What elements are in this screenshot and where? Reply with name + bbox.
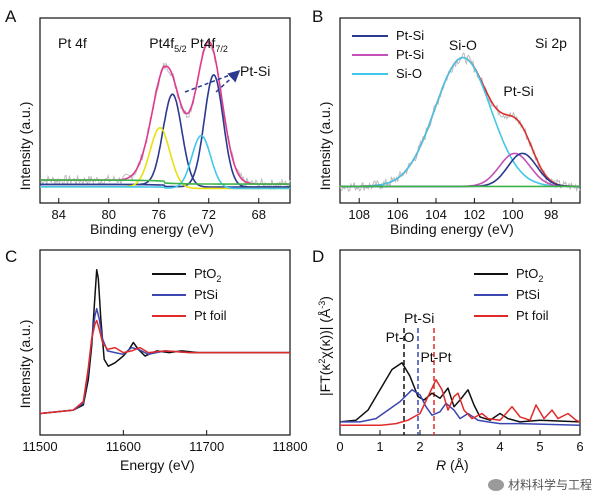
wechat-icon bbox=[487, 478, 504, 491]
panel-d-xtick-label: 3 bbox=[456, 439, 463, 454]
watermark-text: 材料科学与工程 bbox=[507, 478, 592, 492]
panel-c-ylabel: Intensity (a.u.) bbox=[17, 320, 33, 409]
panel-a-series-comp-7-2 bbox=[40, 134, 290, 190]
panel-d-xtick-label: 0 bbox=[336, 439, 343, 454]
panel-c-xtick-label: 11600 bbox=[106, 439, 141, 454]
panel-a-peak-label: Pt4f5/2 bbox=[149, 35, 186, 54]
panel-b-legend-label: Pt-Si bbox=[396, 28, 424, 43]
panel-b-title: Si 2p bbox=[535, 35, 567, 51]
panel-b-xtick-label: 102 bbox=[464, 207, 486, 222]
panel-a-arrow-2 bbox=[184, 71, 239, 93]
panel-a-series-pt-si-5-2 bbox=[40, 93, 290, 188]
panel-c-legend-label: PtO2 bbox=[194, 266, 221, 284]
panel-c-series-ptsi bbox=[39, 307, 290, 415]
panel-d-legend-label: PtSi bbox=[516, 287, 540, 302]
panel-c-series-pto2 bbox=[39, 269, 290, 415]
panel-b-series-pt-si-1- bbox=[340, 152, 580, 188]
panel-b-peak-label: Si-O bbox=[449, 37, 477, 53]
panel-a-arrow-1 bbox=[215, 69, 241, 93]
panel-d-peak-label: Pt-Pt bbox=[420, 349, 451, 365]
panel-d-xlabel-unit: (Å) bbox=[450, 457, 469, 473]
panel-d-xtick-label: 2 bbox=[416, 439, 423, 454]
panel-d-xtick-label: 1 bbox=[376, 439, 383, 454]
panel-c-legend-label: PtSi bbox=[194, 287, 218, 302]
panel-a-letter: A bbox=[5, 7, 17, 26]
panel-b-ylabel: Intensity (a.u.) bbox=[317, 102, 333, 191]
panel-d-series-ptsi bbox=[340, 389, 581, 427]
panel-d-series-pt-foil bbox=[340, 378, 581, 427]
panel-a-annotation: Pt-Si bbox=[240, 63, 270, 79]
panel-a-title: Pt 4f bbox=[58, 35, 87, 51]
panel-b-xlabel: Binding energy (eV) bbox=[390, 221, 514, 237]
panel-a-xtick-label: 68 bbox=[252, 207, 266, 222]
panel-d-letter: D bbox=[312, 247, 324, 266]
panel-a-peak-label: Pt4f7/2 bbox=[191, 35, 228, 54]
panel-c-xtick-label: 11800 bbox=[272, 439, 307, 454]
panel-c-xtick-label: 11500 bbox=[22, 439, 57, 454]
panel-a-xtick-label: 76 bbox=[152, 207, 166, 222]
panel-a-xlabel: Binding energy (eV) bbox=[90, 221, 214, 237]
panel-b-letter: B bbox=[312, 7, 323, 26]
panel-c-series-pt-foil bbox=[39, 319, 290, 415]
panel-b-xtick-label: 100 bbox=[502, 207, 524, 222]
panel-d-ylabel: |FT(κ2χ(κ))| (Å-3) bbox=[317, 296, 333, 396]
panel-d-xtick-label: 6 bbox=[576, 439, 583, 454]
panel-a-frame bbox=[39, 17, 291, 204]
panel-a-ylabel: Intensity (a.u.) bbox=[17, 102, 33, 191]
panel-d-xlabel: R bbox=[436, 457, 446, 473]
panel-b-xtick-label: 106 bbox=[387, 207, 409, 222]
panel-c-chart: C Energy (eV) Intensity (a.u.) 11500 1160… bbox=[5, 247, 308, 473]
panel-b-peak-label: Pt-Si bbox=[503, 83, 533, 99]
panel-c-letter: C bbox=[5, 247, 17, 266]
panel-b-xtick-label: 98 bbox=[544, 207, 558, 222]
panel-c-xtick-label: 11700 bbox=[189, 439, 224, 454]
panel-a-chart: A Pt 4f Binding energy (eV) Intensity (a… bbox=[5, 7, 291, 237]
panel-a-xtick-label: 80 bbox=[102, 207, 116, 222]
panel-b-xtick-label: 104 bbox=[425, 207, 447, 222]
panel-d-peak-label: Pt-O bbox=[386, 329, 415, 345]
panel-d-series-pto2 bbox=[339, 362, 581, 423]
panel-a-series-raw bbox=[39, 37, 291, 191]
panel-d-legend-label: Pt foil bbox=[516, 308, 549, 323]
panel-d-legend-label: PtO2 bbox=[516, 266, 543, 284]
panel-c-xlabel: Energy (eV) bbox=[120, 457, 195, 473]
panel-b-series-envelope bbox=[340, 56, 580, 188]
panel-a-series-pt-si-7-2 bbox=[40, 73, 290, 188]
panel-d-frame bbox=[339, 249, 581, 436]
panel-c-legend-label: Pt foil bbox=[194, 308, 227, 323]
panel-a-xtick-label: 84 bbox=[52, 207, 66, 222]
panel-a-series-background bbox=[40, 179, 290, 185]
panel-d-chart: D R (Å) |FT(κ2χ(κ))| (Å-3) 0 1 2 3 4 5 6 Pt-O P… bbox=[312, 247, 584, 473]
panel-b-frame bbox=[339, 17, 581, 204]
watermark: 材料科学与工程 bbox=[487, 476, 592, 493]
panel-b-chart: B Si 2p Binding energy (eV) Intensity (a… bbox=[312, 7, 581, 237]
panel-a-xtick-label: 72 bbox=[202, 207, 216, 222]
panel-b-legend-label: Pt-Si bbox=[396, 47, 424, 62]
panel-d-xtick-label: 4 bbox=[496, 439, 503, 454]
panel-d-xtick-label: 5 bbox=[536, 439, 543, 454]
panel-b-xtick-label: 108 bbox=[348, 207, 370, 222]
panel-b-series-si-o bbox=[340, 56, 580, 188]
panel-b-legend-label: Si-O bbox=[396, 66, 422, 81]
panel-d-peak-label: Pt-Si bbox=[404, 310, 434, 326]
panel-c-frame bbox=[39, 249, 291, 436]
